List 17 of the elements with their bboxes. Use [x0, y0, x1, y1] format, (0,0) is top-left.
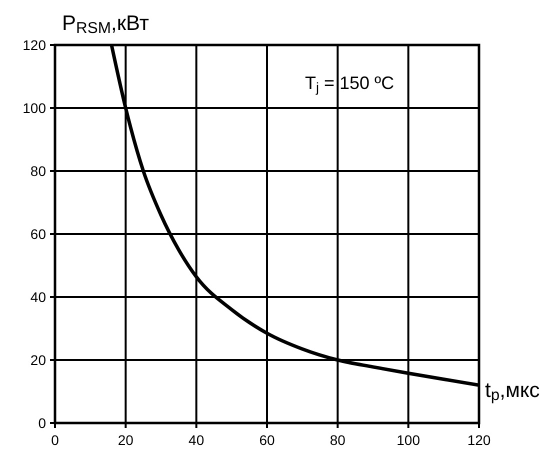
x-tick-label: 20 [118, 432, 134, 448]
x-tick-label: 100 [396, 432, 420, 448]
y-tick-label: 40 [30, 289, 46, 305]
x-tick-label: 120 [467, 432, 491, 448]
y-tick-label: 60 [30, 226, 46, 242]
y-tick-label: 100 [22, 100, 46, 116]
annotation: T$_{j}$ = 150 ºC [305, 73, 394, 95]
y-axis-title: P$_{RSM}$,кВт [62, 12, 150, 38]
x-tick-label: 60 [259, 432, 275, 448]
x-tick-label: 0 [51, 432, 60, 448]
y-tick-label: 0 [38, 415, 46, 431]
x-axis-title: t$_{p}$,мкс [485, 379, 540, 404]
x-tick-label: 80 [330, 432, 346, 448]
y-tick-label: 80 [30, 163, 46, 179]
x-tick-label: 40 [188, 432, 204, 448]
y-tick-label: 20 [30, 352, 46, 368]
y-tick-label: 120 [22, 37, 46, 53]
